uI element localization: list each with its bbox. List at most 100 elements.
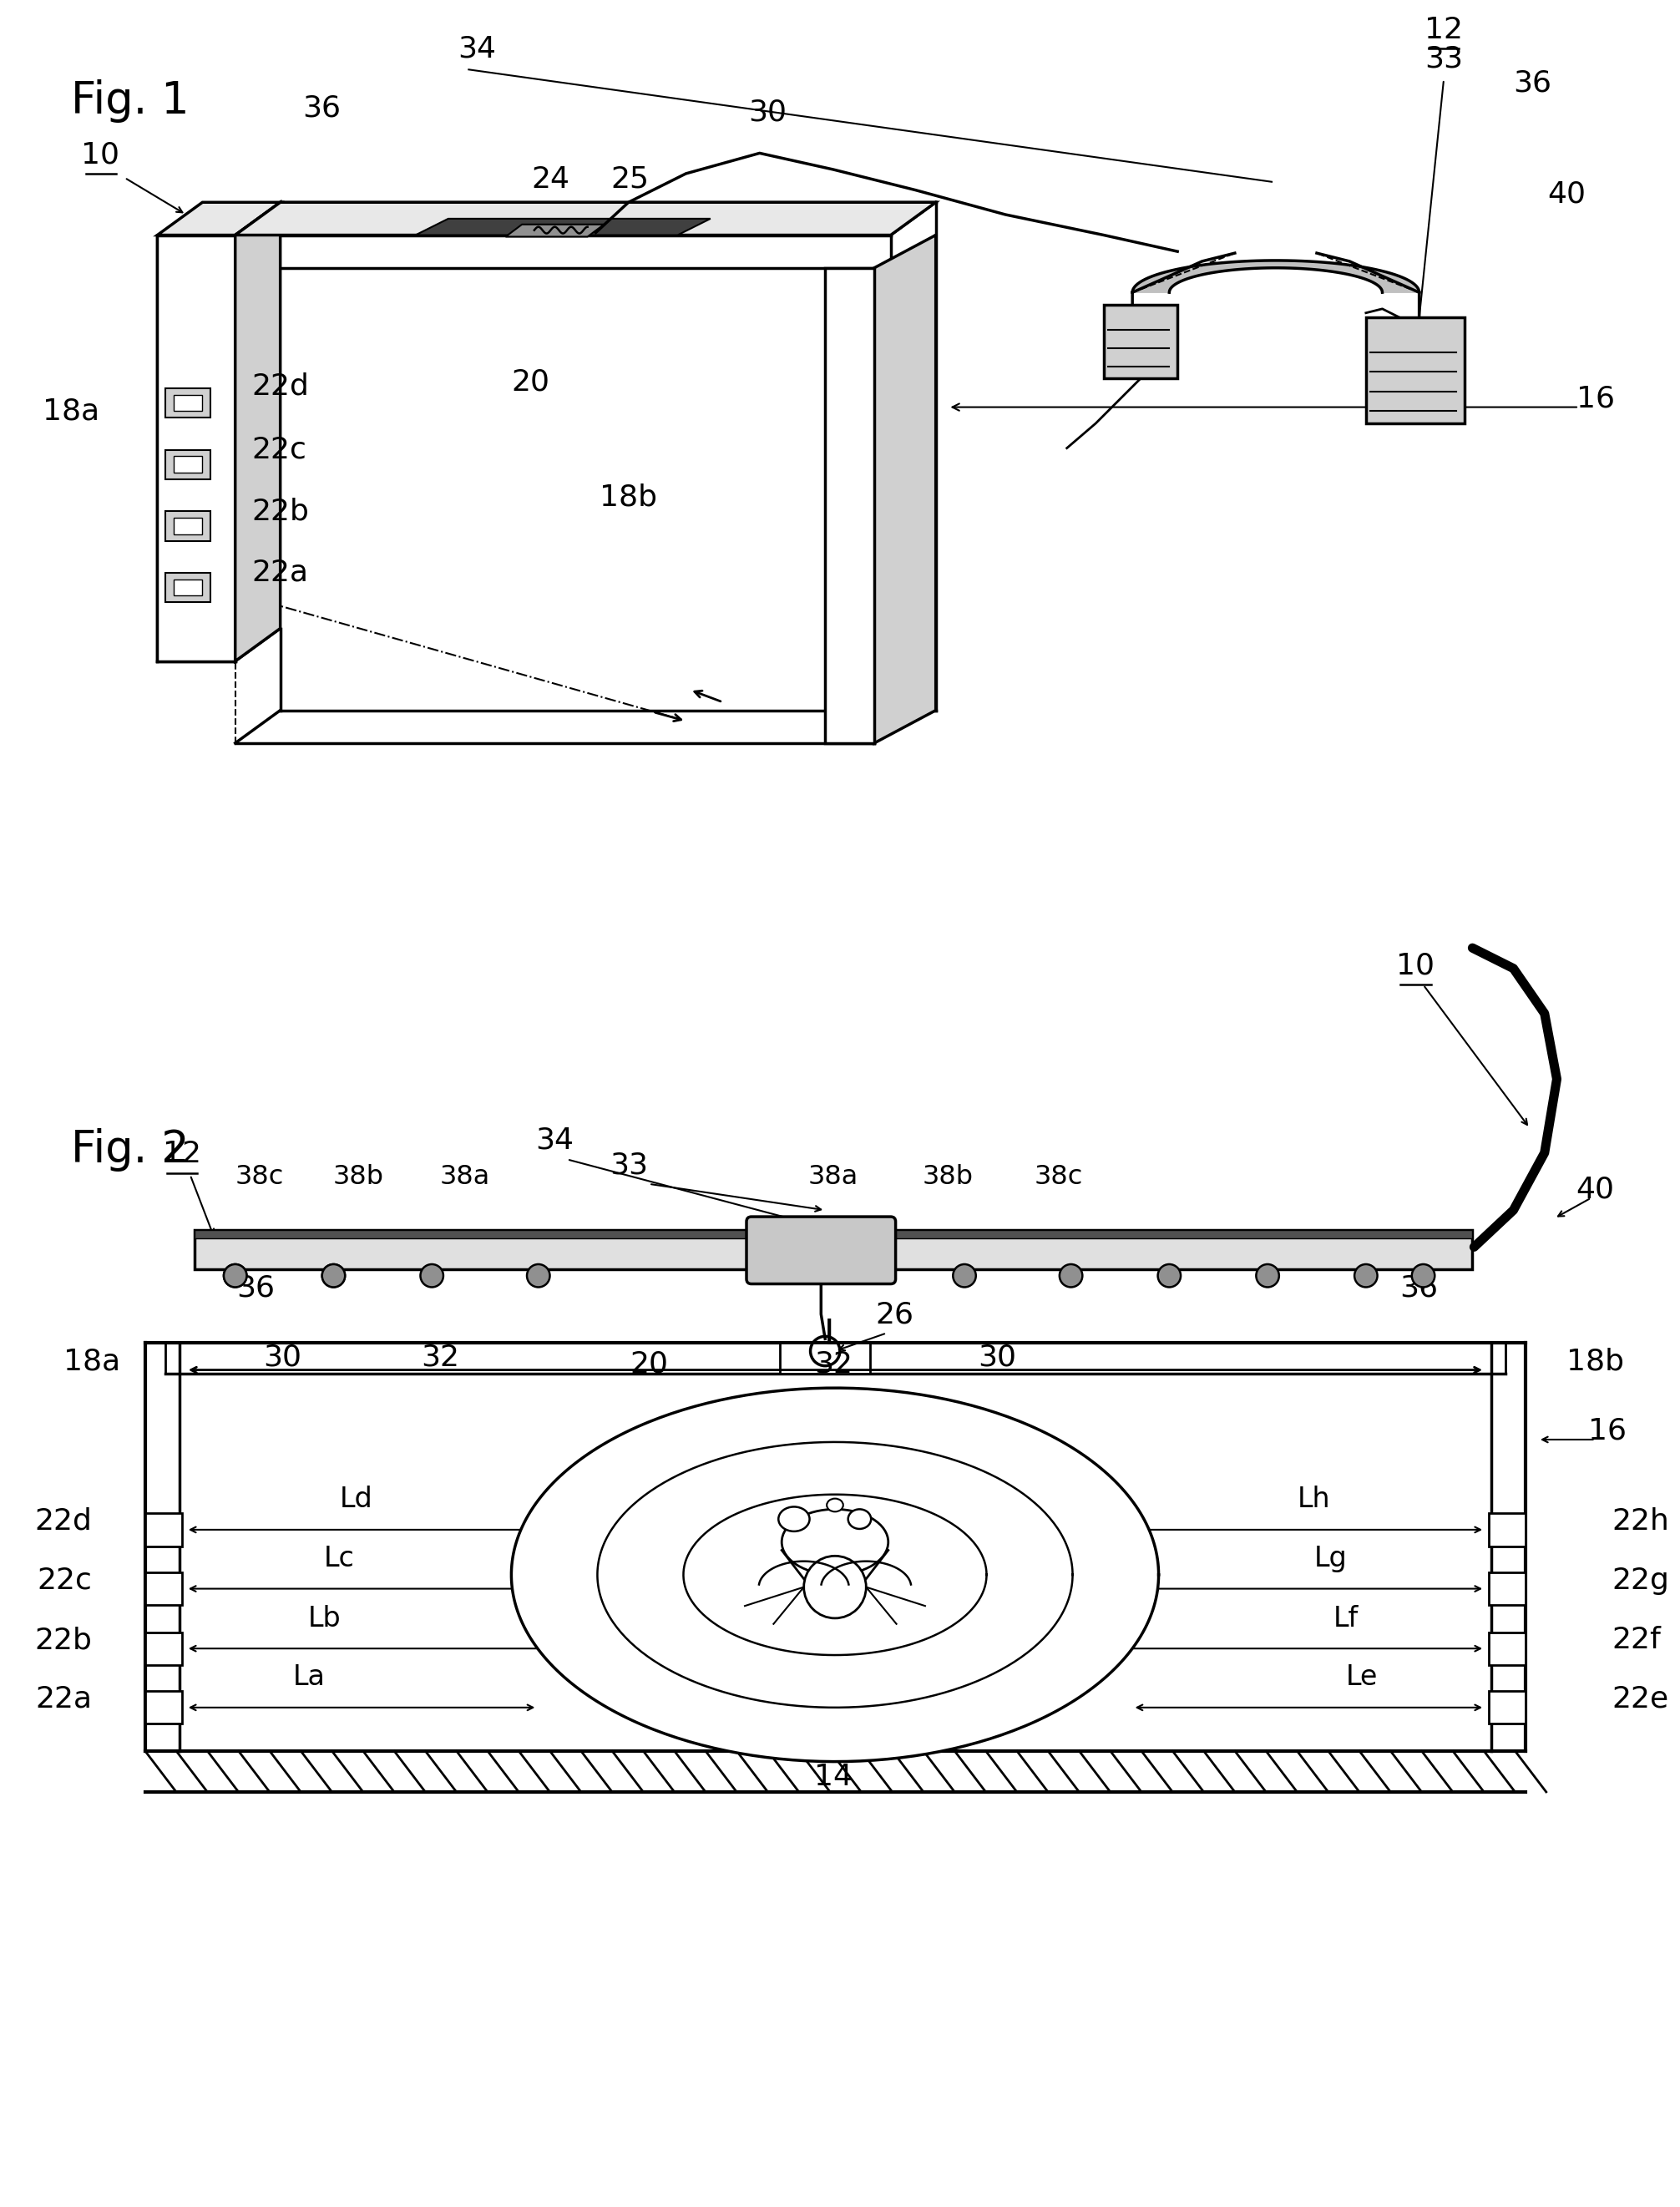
Ellipse shape bbox=[827, 1499, 843, 1512]
Ellipse shape bbox=[848, 1510, 870, 1529]
Text: Lf: Lf bbox=[1332, 1604, 1359, 1633]
Text: 22a: 22a bbox=[252, 558, 309, 587]
Text: L: L bbox=[823, 1318, 843, 1353]
Text: 36: 36 bbox=[237, 1273, 276, 1302]
Text: 22b: 22b bbox=[252, 497, 309, 525]
Text: 30: 30 bbox=[264, 1344, 302, 1373]
Circle shape bbox=[323, 1265, 344, 1287]
Text: Lg: Lg bbox=[1314, 1545, 1347, 1571]
Text: 36: 36 bbox=[302, 93, 341, 121]
Text: 22d: 22d bbox=[34, 1507, 92, 1536]
Ellipse shape bbox=[778, 1507, 810, 1532]
Text: 18a: 18a bbox=[44, 397, 99, 426]
Text: 20: 20 bbox=[511, 369, 549, 397]
Polygon shape bbox=[235, 203, 281, 662]
Text: 25: 25 bbox=[612, 166, 650, 194]
Polygon shape bbox=[874, 236, 936, 744]
Circle shape bbox=[323, 1265, 344, 1287]
Text: 16: 16 bbox=[1588, 1417, 1626, 1446]
Text: 34: 34 bbox=[457, 35, 496, 64]
Circle shape bbox=[223, 1265, 247, 1287]
Bar bbox=[173, 457, 203, 472]
Bar bbox=[1366, 318, 1465, 424]
Text: 30: 30 bbox=[749, 97, 786, 126]
Text: 22b: 22b bbox=[34, 1627, 92, 1655]
FancyBboxPatch shape bbox=[746, 1216, 895, 1284]
Text: Fig. 1: Fig. 1 bbox=[71, 79, 190, 124]
Text: 33: 33 bbox=[1425, 44, 1463, 73]
Bar bbox=[1488, 1571, 1525, 1604]
Bar bbox=[166, 512, 210, 541]
Bar bbox=[195, 1229, 1472, 1238]
Bar bbox=[173, 395, 203, 411]
Text: 16: 16 bbox=[1576, 384, 1614, 413]
Text: 20: 20 bbox=[630, 1351, 669, 1377]
Circle shape bbox=[953, 1265, 976, 1287]
Bar bbox=[166, 388, 210, 417]
Circle shape bbox=[528, 1265, 549, 1287]
Text: 22c: 22c bbox=[252, 435, 307, 463]
Text: 38b: 38b bbox=[922, 1163, 973, 1190]
Circle shape bbox=[1411, 1265, 1435, 1287]
Text: 38c: 38c bbox=[235, 1163, 284, 1190]
Bar bbox=[144, 1691, 181, 1724]
Polygon shape bbox=[511, 1388, 1159, 1761]
Text: Le: Le bbox=[1346, 1664, 1378, 1691]
Bar bbox=[1104, 305, 1178, 377]
Text: 26: 26 bbox=[875, 1300, 914, 1329]
Bar bbox=[166, 450, 210, 479]
Polygon shape bbox=[506, 225, 603, 236]
Text: 40: 40 bbox=[1576, 1176, 1614, 1203]
Bar bbox=[1488, 1514, 1525, 1547]
Text: 22g: 22g bbox=[1611, 1567, 1670, 1593]
Text: 18b: 18b bbox=[600, 483, 657, 512]
Text: 36: 36 bbox=[1514, 68, 1552, 97]
Text: 24: 24 bbox=[531, 166, 570, 194]
Bar bbox=[173, 578, 203, 596]
Text: 22d: 22d bbox=[252, 373, 309, 402]
Text: 14: 14 bbox=[815, 1763, 852, 1792]
Text: 22a: 22a bbox=[35, 1684, 92, 1713]
Text: 12: 12 bbox=[163, 1141, 202, 1168]
Text: 22c: 22c bbox=[37, 1567, 92, 1593]
Circle shape bbox=[420, 1265, 444, 1287]
Text: 22h: 22h bbox=[1611, 1507, 1670, 1536]
Bar bbox=[144, 1571, 181, 1604]
Circle shape bbox=[1354, 1265, 1378, 1287]
Polygon shape bbox=[158, 203, 281, 236]
Circle shape bbox=[1158, 1265, 1181, 1287]
Circle shape bbox=[1060, 1265, 1082, 1287]
Circle shape bbox=[1257, 1265, 1278, 1287]
Text: 10: 10 bbox=[81, 141, 119, 168]
Circle shape bbox=[803, 1556, 867, 1618]
Bar bbox=[1488, 1691, 1525, 1724]
Ellipse shape bbox=[781, 1510, 889, 1576]
Bar bbox=[780, 1342, 870, 1375]
Polygon shape bbox=[1132, 260, 1420, 294]
Text: 32: 32 bbox=[422, 1344, 459, 1373]
Bar bbox=[173, 519, 203, 534]
Bar bbox=[1488, 1633, 1525, 1664]
Text: Ld: Ld bbox=[339, 1485, 373, 1514]
Polygon shape bbox=[158, 236, 235, 662]
Polygon shape bbox=[235, 203, 936, 236]
Text: 18a: 18a bbox=[64, 1348, 121, 1375]
Text: 38c: 38c bbox=[1035, 1163, 1084, 1190]
Text: 38b: 38b bbox=[333, 1163, 383, 1190]
Text: 30: 30 bbox=[978, 1344, 1016, 1373]
Text: 10: 10 bbox=[1396, 951, 1435, 980]
Text: 22e: 22e bbox=[1611, 1684, 1668, 1713]
Text: La: La bbox=[292, 1664, 326, 1691]
Text: 33: 33 bbox=[610, 1150, 648, 1179]
Text: 32: 32 bbox=[815, 1351, 852, 1377]
Text: 36: 36 bbox=[1399, 1273, 1438, 1302]
Text: 38a: 38a bbox=[440, 1163, 491, 1190]
Text: 22f: 22f bbox=[1611, 1627, 1662, 1655]
Text: 12: 12 bbox=[1425, 15, 1463, 44]
Text: 18b: 18b bbox=[1566, 1348, 1625, 1375]
Text: 40: 40 bbox=[1547, 179, 1586, 207]
Bar bbox=[144, 1514, 181, 1547]
Bar bbox=[195, 1229, 1472, 1269]
Polygon shape bbox=[825, 267, 874, 744]
Circle shape bbox=[223, 1265, 247, 1287]
